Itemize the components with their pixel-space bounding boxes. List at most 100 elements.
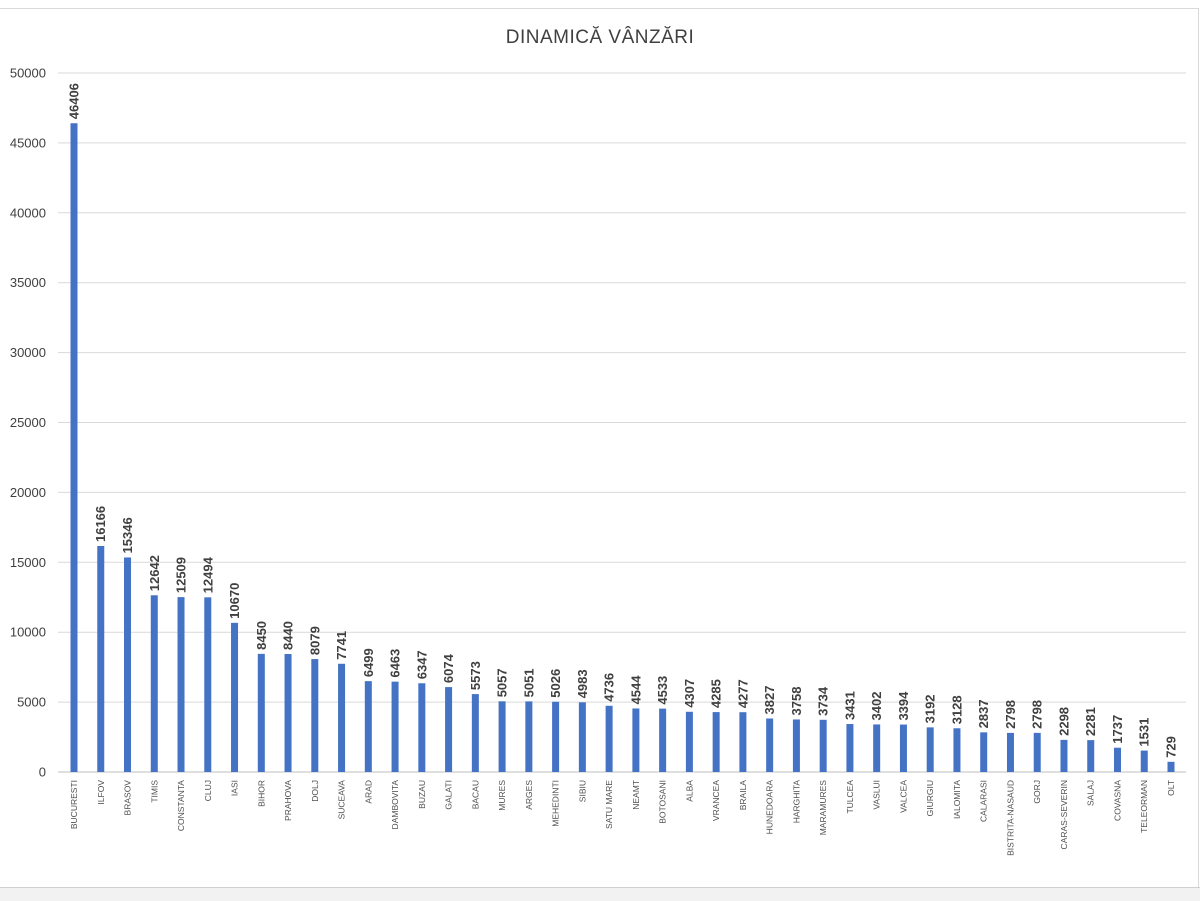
bar bbox=[338, 663, 346, 772]
data-label: 6074 bbox=[441, 653, 456, 683]
bottom-strip bbox=[0, 887, 1200, 901]
data-label: 16166 bbox=[93, 506, 108, 542]
data-label: 12494 bbox=[200, 556, 215, 593]
x-tick-label: CALARASI bbox=[979, 780, 989, 822]
bar bbox=[177, 597, 185, 772]
bar bbox=[124, 557, 132, 772]
x-tick-label: DAMBOVITA bbox=[390, 780, 400, 830]
bar bbox=[819, 719, 827, 772]
bar bbox=[364, 681, 372, 772]
bar bbox=[685, 711, 693, 772]
data-label: 2281 bbox=[1083, 707, 1098, 736]
bar bbox=[97, 545, 105, 772]
x-tick-label: BUCURESTI bbox=[69, 780, 79, 829]
bar bbox=[712, 712, 720, 772]
x-tick-label: MURES bbox=[497, 780, 507, 811]
y-tick-label: 30000 bbox=[10, 345, 46, 360]
data-label: 2298 bbox=[1056, 707, 1071, 736]
y-tick-label: 0 bbox=[39, 765, 46, 780]
y-tick-label: 10000 bbox=[10, 625, 46, 640]
x-tick-label: BRAILA bbox=[738, 780, 748, 811]
bar bbox=[899, 724, 907, 772]
data-label: 4307 bbox=[682, 679, 697, 708]
bar bbox=[926, 727, 934, 772]
x-tick-label: TULCEA bbox=[845, 780, 855, 814]
data-label: 6463 bbox=[388, 649, 403, 678]
bar bbox=[739, 712, 747, 772]
x-tick-label: GALATI bbox=[444, 780, 454, 810]
data-label: 6347 bbox=[414, 650, 429, 679]
y-tick-label: 25000 bbox=[10, 415, 46, 430]
bar bbox=[1033, 732, 1041, 772]
data-label: 6499 bbox=[361, 648, 376, 677]
data-label: 2837 bbox=[976, 699, 991, 728]
x-tick-label: GORJ bbox=[1032, 780, 1042, 804]
x-tick-label: TIMIS bbox=[149, 780, 159, 803]
x-tick-label: VALCEA bbox=[898, 780, 908, 813]
data-label: 12642 bbox=[147, 555, 162, 591]
x-tick-label: PRAHOVA bbox=[283, 780, 293, 821]
y-tick-label: 5000 bbox=[17, 695, 46, 710]
bar bbox=[1113, 747, 1121, 772]
chart-frame bbox=[0, 8, 1199, 887]
x-tick-label: CLUJ bbox=[203, 780, 213, 801]
data-label: 5026 bbox=[548, 669, 563, 698]
data-label: 4544 bbox=[628, 675, 643, 705]
bar bbox=[311, 659, 319, 772]
x-tick-label: ILFOV bbox=[96, 780, 106, 805]
x-tick-label: IASI bbox=[230, 780, 240, 796]
data-label: 1531 bbox=[1137, 718, 1152, 747]
x-tick-label: BIHOR bbox=[256, 780, 266, 807]
bar bbox=[846, 724, 854, 772]
x-tick-label: CARAS-SEVERIN bbox=[1059, 780, 1069, 849]
bar bbox=[204, 597, 212, 772]
data-label: 8450 bbox=[254, 621, 269, 650]
bar bbox=[792, 719, 800, 772]
data-label: 3402 bbox=[869, 692, 884, 721]
bar bbox=[873, 724, 881, 772]
x-tick-label: VASLUI bbox=[872, 780, 882, 810]
data-label: 3128 bbox=[949, 695, 964, 724]
bar bbox=[257, 653, 265, 772]
x-tick-label: HUNEDOARA bbox=[765, 780, 775, 835]
bar bbox=[1167, 761, 1175, 772]
bar bbox=[418, 683, 426, 772]
bar bbox=[1060, 739, 1068, 772]
data-label: 3192 bbox=[923, 694, 938, 723]
bar bbox=[391, 681, 399, 772]
x-tick-label: BACAU bbox=[470, 780, 480, 809]
bar bbox=[766, 718, 774, 772]
x-tick-label: HARGHITA bbox=[791, 780, 801, 824]
x-tick-label: ARGES bbox=[524, 780, 534, 810]
data-label: 1737 bbox=[1110, 715, 1125, 744]
data-label: 3827 bbox=[762, 686, 777, 715]
bar bbox=[552, 701, 560, 772]
bar bbox=[1140, 750, 1148, 772]
y-tick-label: 35000 bbox=[10, 275, 46, 290]
data-label: 5051 bbox=[521, 668, 536, 697]
data-label: 3431 bbox=[842, 691, 857, 720]
y-tick-label: 50000 bbox=[10, 66, 46, 81]
data-label: 15346 bbox=[120, 517, 135, 553]
y-tick-label: 45000 bbox=[10, 135, 46, 150]
bar bbox=[498, 701, 506, 772]
x-tick-label: OLT bbox=[1166, 780, 1176, 796]
x-tick-label: ALBA bbox=[684, 780, 694, 802]
chart-title: DINAMICĂ VÂNZĂRI bbox=[505, 27, 695, 48]
data-label: 5573 bbox=[468, 661, 483, 690]
bar bbox=[284, 654, 292, 772]
data-label: 3394 bbox=[896, 691, 911, 721]
data-label: 12509 bbox=[174, 557, 189, 593]
data-label: 8079 bbox=[307, 626, 322, 655]
y-tick-label: 20000 bbox=[10, 485, 46, 500]
y-tick-label: 15000 bbox=[10, 555, 46, 570]
data-label: 7741 bbox=[334, 631, 349, 660]
bar bbox=[578, 702, 586, 772]
x-tick-label: IALOMITA bbox=[952, 780, 962, 819]
x-tick-label: GIURGIU bbox=[925, 780, 935, 816]
x-tick-label: SALAJ bbox=[1086, 780, 1096, 806]
x-tick-label: BRASOV bbox=[123, 780, 133, 816]
bar bbox=[1006, 732, 1014, 772]
x-tick-label: BISTRITA-NASAUD bbox=[1005, 780, 1015, 856]
data-label: 3758 bbox=[789, 687, 804, 716]
